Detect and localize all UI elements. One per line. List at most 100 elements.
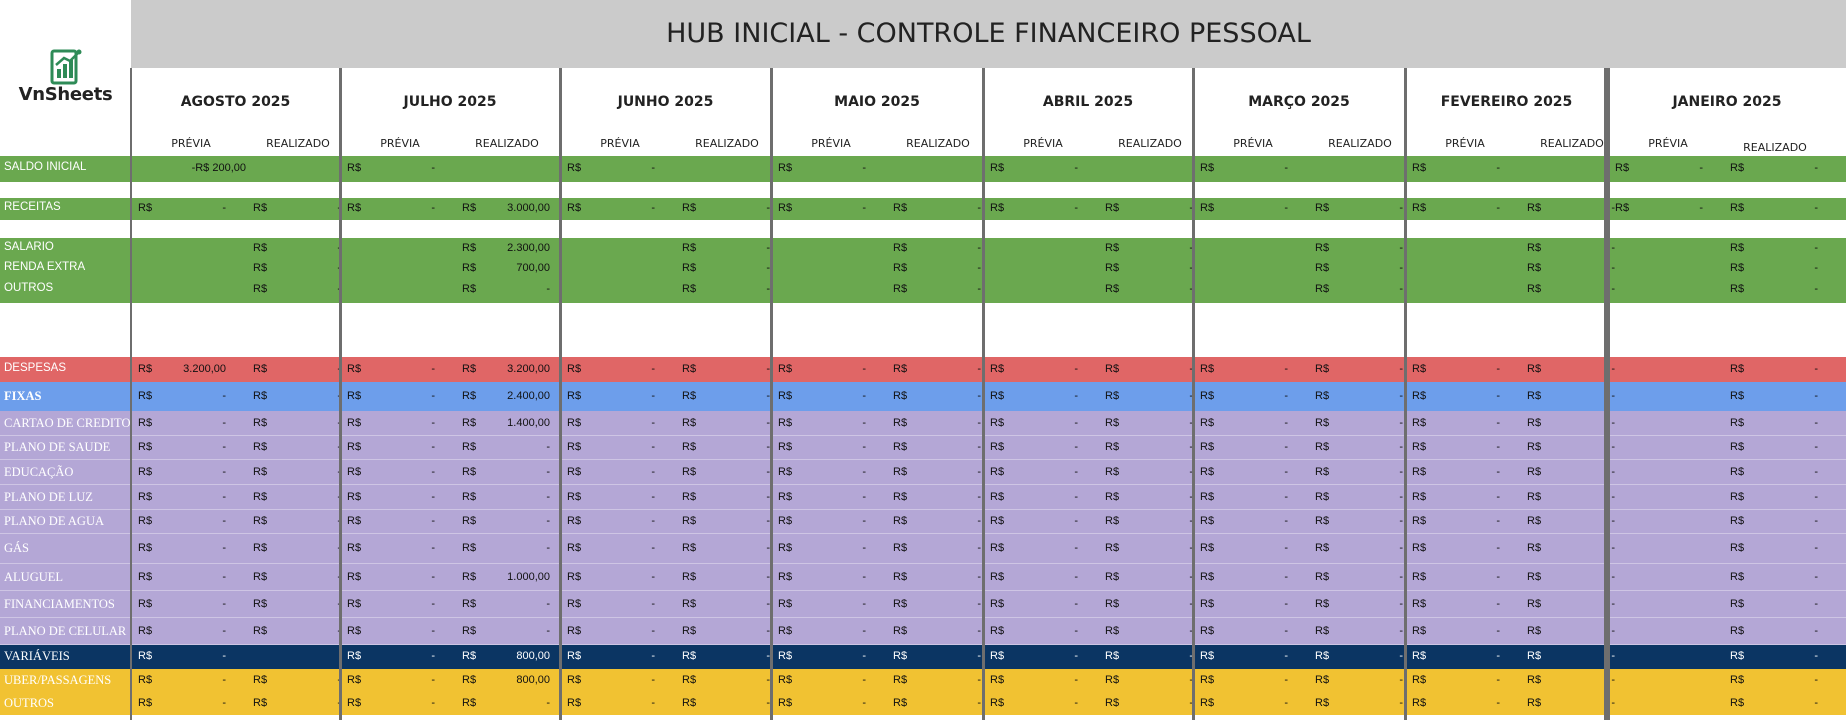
realizado-value[interactable]: - <box>251 697 341 709</box>
realizado-value[interactable]: 700,00 <box>516 262 550 274</box>
previa-value[interactable]: - <box>431 624 435 637</box>
realizado-value[interactable]: - <box>1611 650 1615 662</box>
previa-value[interactable]: - <box>1284 389 1288 402</box>
previa-value[interactable]: - <box>1074 515 1078 527</box>
realizado-value[interactable]: - <box>1611 389 1615 402</box>
realizado-value[interactable]: - <box>1814 597 1818 610</box>
previa-value[interactable]: - <box>1284 650 1288 662</box>
realizado-value[interactable]: - <box>1814 162 1818 174</box>
previa-value[interactable]: - <box>1074 673 1078 686</box>
realizado-value[interactable]: - <box>1611 624 1615 637</box>
realizado-value[interactable]: - <box>251 202 341 214</box>
previa-value[interactable]: - <box>1284 696 1288 709</box>
previa-value[interactable]: - <box>1496 673 1500 686</box>
realizado-value[interactable]: - <box>251 571 341 583</box>
realizado-value[interactable]: - <box>977 673 981 686</box>
previa-value[interactable]: - <box>1074 624 1078 637</box>
realizado-value[interactable]: - <box>251 417 341 429</box>
realizado-value[interactable]: - <box>1814 490 1818 503</box>
realizado-value[interactable]: - <box>1814 465 1818 478</box>
realizado-value[interactable]: - <box>1399 465 1403 478</box>
previa-value[interactable]: - <box>862 362 866 375</box>
previa-value[interactable]: - <box>222 416 226 429</box>
realizado-value[interactable]: 800,00 <box>516 673 550 686</box>
realizado-value[interactable]: - <box>977 202 981 214</box>
realizado-value[interactable]: - <box>1611 490 1615 503</box>
realizado-value[interactable]: - <box>546 441 550 453</box>
realizado-value[interactable]: - <box>1103 491 1193 503</box>
realizado-value[interactable]: - <box>1399 441 1403 453</box>
realizado-value[interactable]: - <box>1611 465 1615 478</box>
realizado-value[interactable]: - <box>546 624 550 637</box>
realizado-value[interactable]: - <box>1399 515 1403 527</box>
previa-value[interactable]: - <box>431 490 435 503</box>
realizado-value[interactable]: - <box>977 624 981 637</box>
realizado-value[interactable]: - <box>1103 571 1193 583</box>
realizado-value[interactable]: - <box>251 491 341 503</box>
previa-value[interactable]: - <box>1074 416 1078 429</box>
realizado-value[interactable]: 3.200,00 <box>507 362 550 375</box>
previa-value[interactable]: - <box>1496 490 1500 503</box>
previa-value[interactable]: - <box>862 597 866 610</box>
realizado-value[interactable]: - <box>251 515 341 527</box>
previa-value[interactable]: - <box>651 465 655 478</box>
realizado-value[interactable]: 2.300,00 <box>507 241 550 254</box>
previa-value[interactable]: - <box>651 162 655 174</box>
previa-value[interactable]: - <box>1074 570 1078 583</box>
realizado-value[interactable]: - <box>766 570 770 583</box>
realizado-value[interactable]: - <box>1103 283 1193 295</box>
realizado-value[interactable]: - <box>977 416 981 429</box>
realizado-value[interactable]: - <box>1611 515 1615 527</box>
realizado-value[interactable]: - <box>1814 650 1818 662</box>
previa-value[interactable]: - <box>431 202 435 214</box>
realizado-value[interactable]: - <box>1399 362 1403 375</box>
realizado-value[interactable]: - <box>1103 390 1193 402</box>
previa-value[interactable]: - <box>862 624 866 637</box>
previa-value[interactable]: - <box>651 416 655 429</box>
realizado-value[interactable]: - <box>766 597 770 610</box>
realizado-value[interactable]: - <box>1814 283 1818 295</box>
previa-value[interactable]: - <box>862 490 866 503</box>
previa-value[interactable]: - <box>1496 650 1500 662</box>
realizado-value[interactable]: - <box>1814 441 1818 453</box>
previa-value[interactable]: - <box>431 515 435 527</box>
realizado-value[interactable]: - <box>1399 650 1403 662</box>
previa-value[interactable]: - <box>1074 441 1078 453</box>
previa-value[interactable]: - <box>651 441 655 453</box>
realizado-value[interactable]: - <box>977 283 981 295</box>
previa-value[interactable]: - <box>1074 696 1078 709</box>
previa-value[interactable]: - <box>1074 362 1078 375</box>
realizado-value[interactable]: - <box>1611 441 1615 453</box>
realizado-value[interactable]: - <box>1611 570 1615 583</box>
realizado-value[interactable]: - <box>1611 673 1615 686</box>
previa-value[interactable]: - <box>222 515 226 527</box>
realizado-value[interactable]: - <box>977 570 981 583</box>
realizado-value[interactable]: - <box>1103 417 1193 429</box>
realizado-value[interactable]: - <box>977 362 981 375</box>
previa-value[interactable]: - <box>651 696 655 709</box>
realizado-value[interactable]: - <box>977 597 981 610</box>
realizado-value[interactable]: - <box>251 242 341 254</box>
realizado-value[interactable]: - <box>546 696 550 709</box>
realizado-value[interactable]: - <box>977 241 981 254</box>
previa-value[interactable]: - <box>222 624 226 637</box>
previa-value[interactable]: - <box>1496 362 1500 375</box>
previa-value[interactable]: - <box>1284 490 1288 503</box>
realizado-value[interactable]: - <box>1814 624 1818 637</box>
previa-value[interactable]: - <box>862 650 866 662</box>
realizado-value[interactable]: - <box>1611 416 1615 429</box>
previa-value[interactable]: - <box>1284 362 1288 375</box>
previa-value[interactable]: - <box>222 650 226 662</box>
previa-value[interactable]: - <box>1496 162 1500 174</box>
previa-value[interactable]: - <box>862 202 866 214</box>
previa-value[interactable]: - <box>1496 542 1500 554</box>
previa-value[interactable]: - <box>1284 624 1288 637</box>
previa-value[interactable]: - <box>1496 441 1500 453</box>
realizado-value[interactable]: - <box>766 441 770 453</box>
realizado-value[interactable]: - <box>251 625 341 637</box>
previa-value[interactable]: - <box>1284 597 1288 610</box>
realizado-value[interactable]: - <box>1103 363 1193 375</box>
previa-value[interactable]: - <box>1284 515 1288 527</box>
previa-value[interactable]: - <box>1496 465 1500 478</box>
previa-value[interactable]: - <box>1496 570 1500 583</box>
